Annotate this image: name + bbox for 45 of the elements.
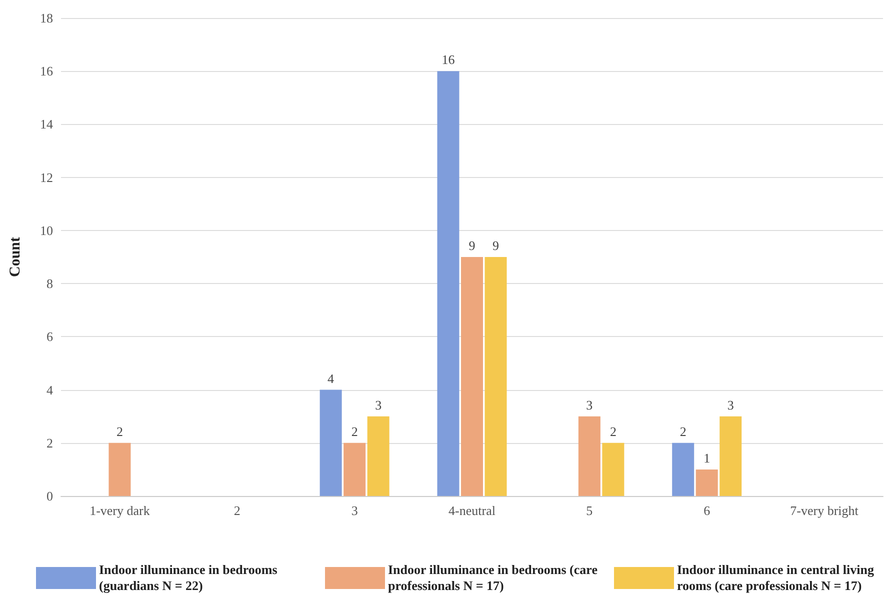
data-label: 3 xyxy=(586,397,593,412)
y-tick-label: 2 xyxy=(46,435,53,450)
x-tick-label: 2 xyxy=(234,503,240,518)
bar xyxy=(108,442,131,496)
legend-label: Indoor illuminance in central living rooms (care professionals N = 17) xyxy=(677,562,875,594)
x-tick-label: 6 xyxy=(704,503,711,518)
bar xyxy=(696,469,718,496)
y-tick-label: 18 xyxy=(40,10,53,26)
bar xyxy=(461,257,483,496)
y-tick-label: 8 xyxy=(46,276,53,292)
x-tick-label: 7-very bright xyxy=(790,503,859,518)
data-label: 3 xyxy=(727,397,734,412)
legend-label: Indoor illuminance in bedrooms (care professionals N = 17) xyxy=(388,562,598,594)
x-tick-label: 3 xyxy=(351,503,358,518)
y-tick-label: 4 xyxy=(46,382,54,398)
y-tick-label: 16 xyxy=(40,64,54,79)
data-label: 2 xyxy=(610,424,616,439)
y-tick-label: 6 xyxy=(46,329,54,344)
data-label: 2 xyxy=(116,424,123,439)
data-label: 3 xyxy=(375,397,382,412)
bar xyxy=(367,416,390,496)
data-label: 4 xyxy=(328,370,335,386)
y-tick-label: 14 xyxy=(40,116,54,132)
bar xyxy=(672,442,694,496)
bar xyxy=(484,257,507,496)
data-label: 1 xyxy=(704,450,710,466)
data-label: 16 xyxy=(442,52,456,68)
data-label: 9 xyxy=(468,238,476,253)
data-label: 9 xyxy=(492,238,500,253)
bar xyxy=(344,442,366,496)
x-tick-label: 4-neutral xyxy=(448,503,496,518)
legend-label: Indoor illuminance in bedrooms (guardians N = 22) xyxy=(99,562,278,594)
y-tick-label: 10 xyxy=(40,222,53,238)
bar xyxy=(720,416,742,496)
data-label: 2 xyxy=(351,424,358,439)
bar xyxy=(320,390,342,496)
bar xyxy=(437,71,460,496)
data-label: 2 xyxy=(680,424,686,439)
bar xyxy=(602,442,624,496)
y-tick-label: 12 xyxy=(40,170,53,185)
y-tick-label: 0 xyxy=(46,488,53,504)
bar xyxy=(578,416,600,496)
x-tick-label: 1-very dark xyxy=(90,503,150,518)
x-tick-label: 5 xyxy=(586,503,593,518)
y-axis-title: Count xyxy=(8,236,24,278)
